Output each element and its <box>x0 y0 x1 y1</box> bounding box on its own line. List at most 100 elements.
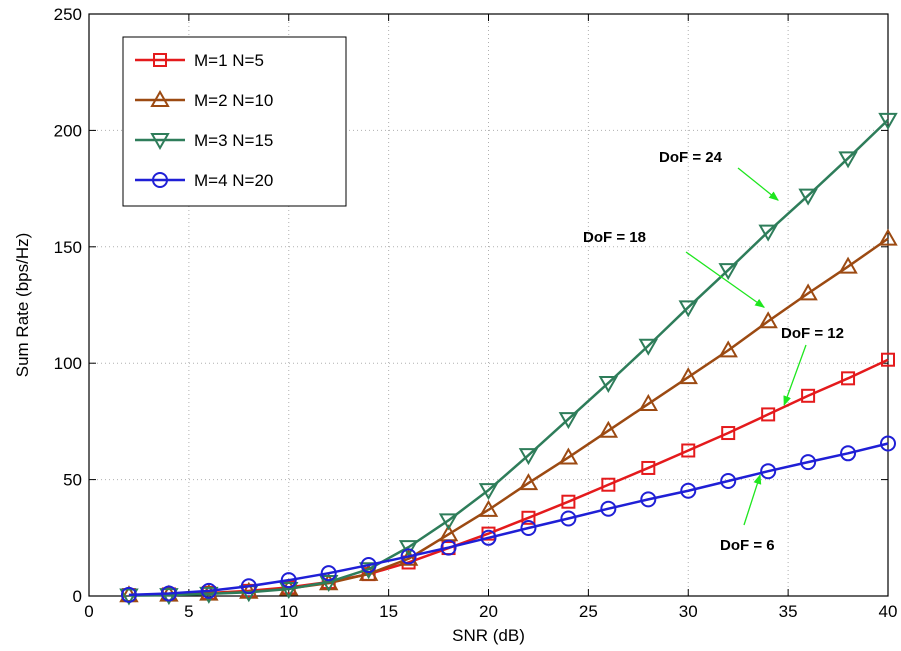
annotation-label: DoF = 12 <box>781 325 844 342</box>
data-point <box>881 352 895 367</box>
x-tick-label: 15 <box>379 602 398 621</box>
data-point <box>761 407 776 422</box>
data-point <box>160 585 177 602</box>
data-point <box>320 565 337 582</box>
data-point <box>440 539 457 556</box>
data-point <box>480 529 497 546</box>
legend-marker <box>152 172 168 188</box>
data-point <box>638 338 659 356</box>
data-point <box>681 443 696 458</box>
y-tick-label: 150 <box>54 238 82 257</box>
data-point <box>838 256 858 274</box>
data-point <box>280 572 297 589</box>
axis-ticks: 0 5 10 15 20 25 30 35 40 0 50 100 150 200 250 <box>54 5 898 621</box>
legend-entry: M=1 N=5 <box>135 51 264 70</box>
legend-entry: M=2 N=10 <box>135 89 273 110</box>
legend-label: M=1 N=5 <box>194 51 264 70</box>
y-tick-label: 100 <box>54 354 82 373</box>
data-point <box>640 491 657 508</box>
annotation: DoF = 6 <box>720 473 775 554</box>
data-point <box>119 588 139 606</box>
data-point <box>520 520 537 537</box>
series-line <box>128 119 889 597</box>
x-tick-label: 0 <box>84 602 93 621</box>
data-point <box>478 483 499 501</box>
legend-entry: M=3 N=15 <box>135 131 273 151</box>
x-tick-label: 5 <box>184 602 193 621</box>
y-tick-label: 250 <box>54 5 82 24</box>
x-tick-label: 30 <box>679 602 698 621</box>
data-point <box>800 454 817 471</box>
legend-label: M=4 N=20 <box>194 171 273 190</box>
annotation-label: DoF = 6 <box>720 537 775 554</box>
data-point <box>561 494 576 509</box>
data-point <box>558 412 579 430</box>
y-tick-label: 50 <box>63 471 82 490</box>
data-point <box>478 499 499 517</box>
data-point <box>641 460 656 475</box>
data-point <box>521 510 536 525</box>
legend-label: M=3 N=15 <box>194 131 273 150</box>
data-point <box>601 477 616 492</box>
annotation-layer: DoF = 24 DoF = 18 DoF = 12 DoF = 6 <box>583 149 844 554</box>
data-point <box>318 575 339 593</box>
data-point <box>760 463 777 480</box>
y-tick-label: 0 <box>73 587 82 606</box>
data-point <box>638 393 659 411</box>
x-tick-label: 10 <box>279 602 298 621</box>
annotation: DoF = 24 <box>659 149 779 201</box>
data-point <box>798 188 818 206</box>
data-point <box>560 510 577 527</box>
legend-marker <box>153 53 167 67</box>
data-point <box>598 375 619 394</box>
x-axis-title: SNR (dB) <box>452 626 525 645</box>
annotation-arrow <box>783 344 807 407</box>
data-point <box>678 300 698 318</box>
y-tick-label: 200 <box>54 121 82 140</box>
annotation-arrow <box>743 473 762 526</box>
data-point <box>438 513 459 531</box>
annotation: DoF = 12 <box>781 325 844 407</box>
x-tick-label: 35 <box>779 602 798 621</box>
data-point <box>878 228 898 246</box>
legend-label: M=2 N=10 <box>194 91 273 110</box>
data-point <box>721 426 736 441</box>
data-point <box>720 472 737 489</box>
data-point <box>838 151 858 169</box>
data-point <box>240 578 257 595</box>
y-axis-title: Sum Rate (bps/Hz) <box>13 233 32 378</box>
data-point <box>398 540 419 558</box>
annotation: DoF = 18 <box>583 229 765 308</box>
legend-marker <box>150 89 170 107</box>
data-point <box>878 112 898 130</box>
annotation-label: DoF = 18 <box>583 229 646 246</box>
data-point <box>758 224 778 242</box>
data-point <box>199 586 219 604</box>
data-point <box>358 563 379 581</box>
data-point <box>758 311 778 329</box>
data-point <box>718 340 738 358</box>
data-point <box>680 482 697 499</box>
data-point <box>678 367 698 385</box>
data-point <box>600 500 617 517</box>
x-tick-label: 20 <box>479 602 498 621</box>
data-point <box>400 548 417 565</box>
data-point <box>518 473 539 491</box>
series-layer <box>119 112 898 606</box>
data-point <box>120 586 137 603</box>
series-m-3-n-15 <box>119 112 898 606</box>
data-point <box>360 557 377 574</box>
data-point <box>518 448 539 466</box>
data-point <box>279 582 299 600</box>
data-point <box>880 435 896 452</box>
data-point <box>200 582 217 599</box>
x-tick-label: 40 <box>879 602 898 621</box>
legend-marker <box>150 133 170 151</box>
annotation-arrow <box>737 167 779 201</box>
data-point <box>841 371 856 386</box>
legend: M=1 N=5 M=2 N=10 M=3 N=15 M=4 N=20 <box>122 36 347 207</box>
series-m-4-n-20 <box>120 435 896 603</box>
data-point <box>798 283 818 301</box>
legend-entry: M=4 N=20 <box>135 171 273 190</box>
